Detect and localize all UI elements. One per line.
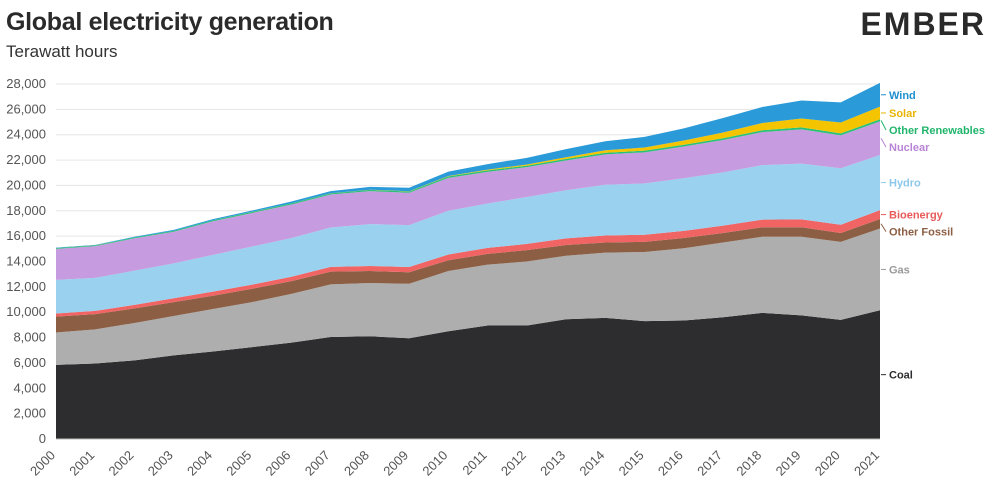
series-label-other-fossil: Other Fossil	[889, 227, 953, 239]
area-solar	[56, 106, 880, 249]
label-leader	[880, 120, 887, 131]
x-tick-label: 2007	[302, 448, 333, 479]
x-tick-label: 2015	[616, 448, 647, 479]
area-hydro	[56, 155, 880, 314]
x-tick-label: 2011	[459, 448, 489, 478]
x-tick-label: 2009	[380, 448, 411, 479]
y-tick-label: 6,000	[13, 355, 46, 370]
series-label-gas: Gas	[889, 264, 910, 276]
label-leader	[880, 137, 887, 148]
y-tick-label: 14,000	[6, 254, 46, 269]
y-tick-label: 4,000	[13, 380, 46, 395]
x-tick-label: 2001	[66, 448, 97, 479]
area-series	[56, 82, 880, 439]
x-tick-label: 2020	[812, 448, 843, 479]
series-labels: Wind Solar Other Renewables Nuclear Hydro Bio…	[880, 90, 985, 382]
y-tick-label: 22,000	[6, 152, 46, 167]
x-tick-label: 2006	[262, 448, 293, 479]
y-tick-label: 8,000	[13, 330, 46, 345]
series-label-hydro: Hydro	[889, 178, 921, 190]
series-label-wind: Wind	[889, 90, 916, 102]
y-tick-label: 28,000	[6, 76, 46, 91]
area-bioenergy	[56, 210, 880, 317]
x-tick-label: 2010	[419, 448, 450, 479]
x-tick-label: 2018	[733, 448, 764, 479]
x-tick-label: 2008	[341, 448, 372, 479]
x-tick-label: 2005	[223, 448, 254, 479]
x-tick-label: 2013	[537, 448, 568, 479]
series-label-coal: Coal	[889, 370, 913, 382]
area-gas	[56, 228, 880, 365]
x-tick-label: 2016	[655, 448, 686, 479]
x-tick-label: 2012	[498, 448, 529, 479]
ember-logo: EMBER	[860, 6, 986, 42]
x-tick-label: 2014	[576, 448, 607, 479]
x-tick-label: 2002	[106, 448, 137, 479]
y-tick-label: 2,000	[13, 406, 46, 421]
y-tick-label: 10,000	[6, 304, 46, 319]
y-tick-label: 26,000	[6, 101, 46, 116]
chart-subtitle: Terawatt hours	[6, 42, 118, 61]
x-tick-label: 2000	[27, 448, 58, 479]
y-tick-label: 0	[39, 431, 46, 446]
area-coal	[56, 310, 880, 439]
chart-title: Global electricity generation	[6, 8, 334, 36]
series-label-nuclear: Nuclear	[889, 142, 930, 154]
x-tick-label: 2017	[694, 448, 725, 479]
y-tick-label: 16,000	[6, 228, 46, 243]
y-tick-label: 18,000	[6, 203, 46, 218]
x-tick-label: 2021	[851, 448, 882, 479]
area-nuclear	[56, 121, 880, 280]
label-leader	[880, 223, 887, 232]
x-tick-label: 2003	[145, 448, 176, 479]
y-tick-label: 12,000	[6, 279, 46, 294]
x-tick-label: 2019	[773, 448, 804, 479]
x-tick-label: 2004	[184, 448, 215, 479]
area-other-fossil	[56, 219, 880, 333]
series-label-solar: Solar	[889, 108, 917, 120]
y-tick-label: 24,000	[6, 127, 46, 142]
series-label-bioenergy: Bioenergy	[889, 210, 944, 222]
series-label-other-renewables: Other Renewables	[889, 125, 985, 137]
y-tick-label: 20,000	[6, 177, 46, 192]
